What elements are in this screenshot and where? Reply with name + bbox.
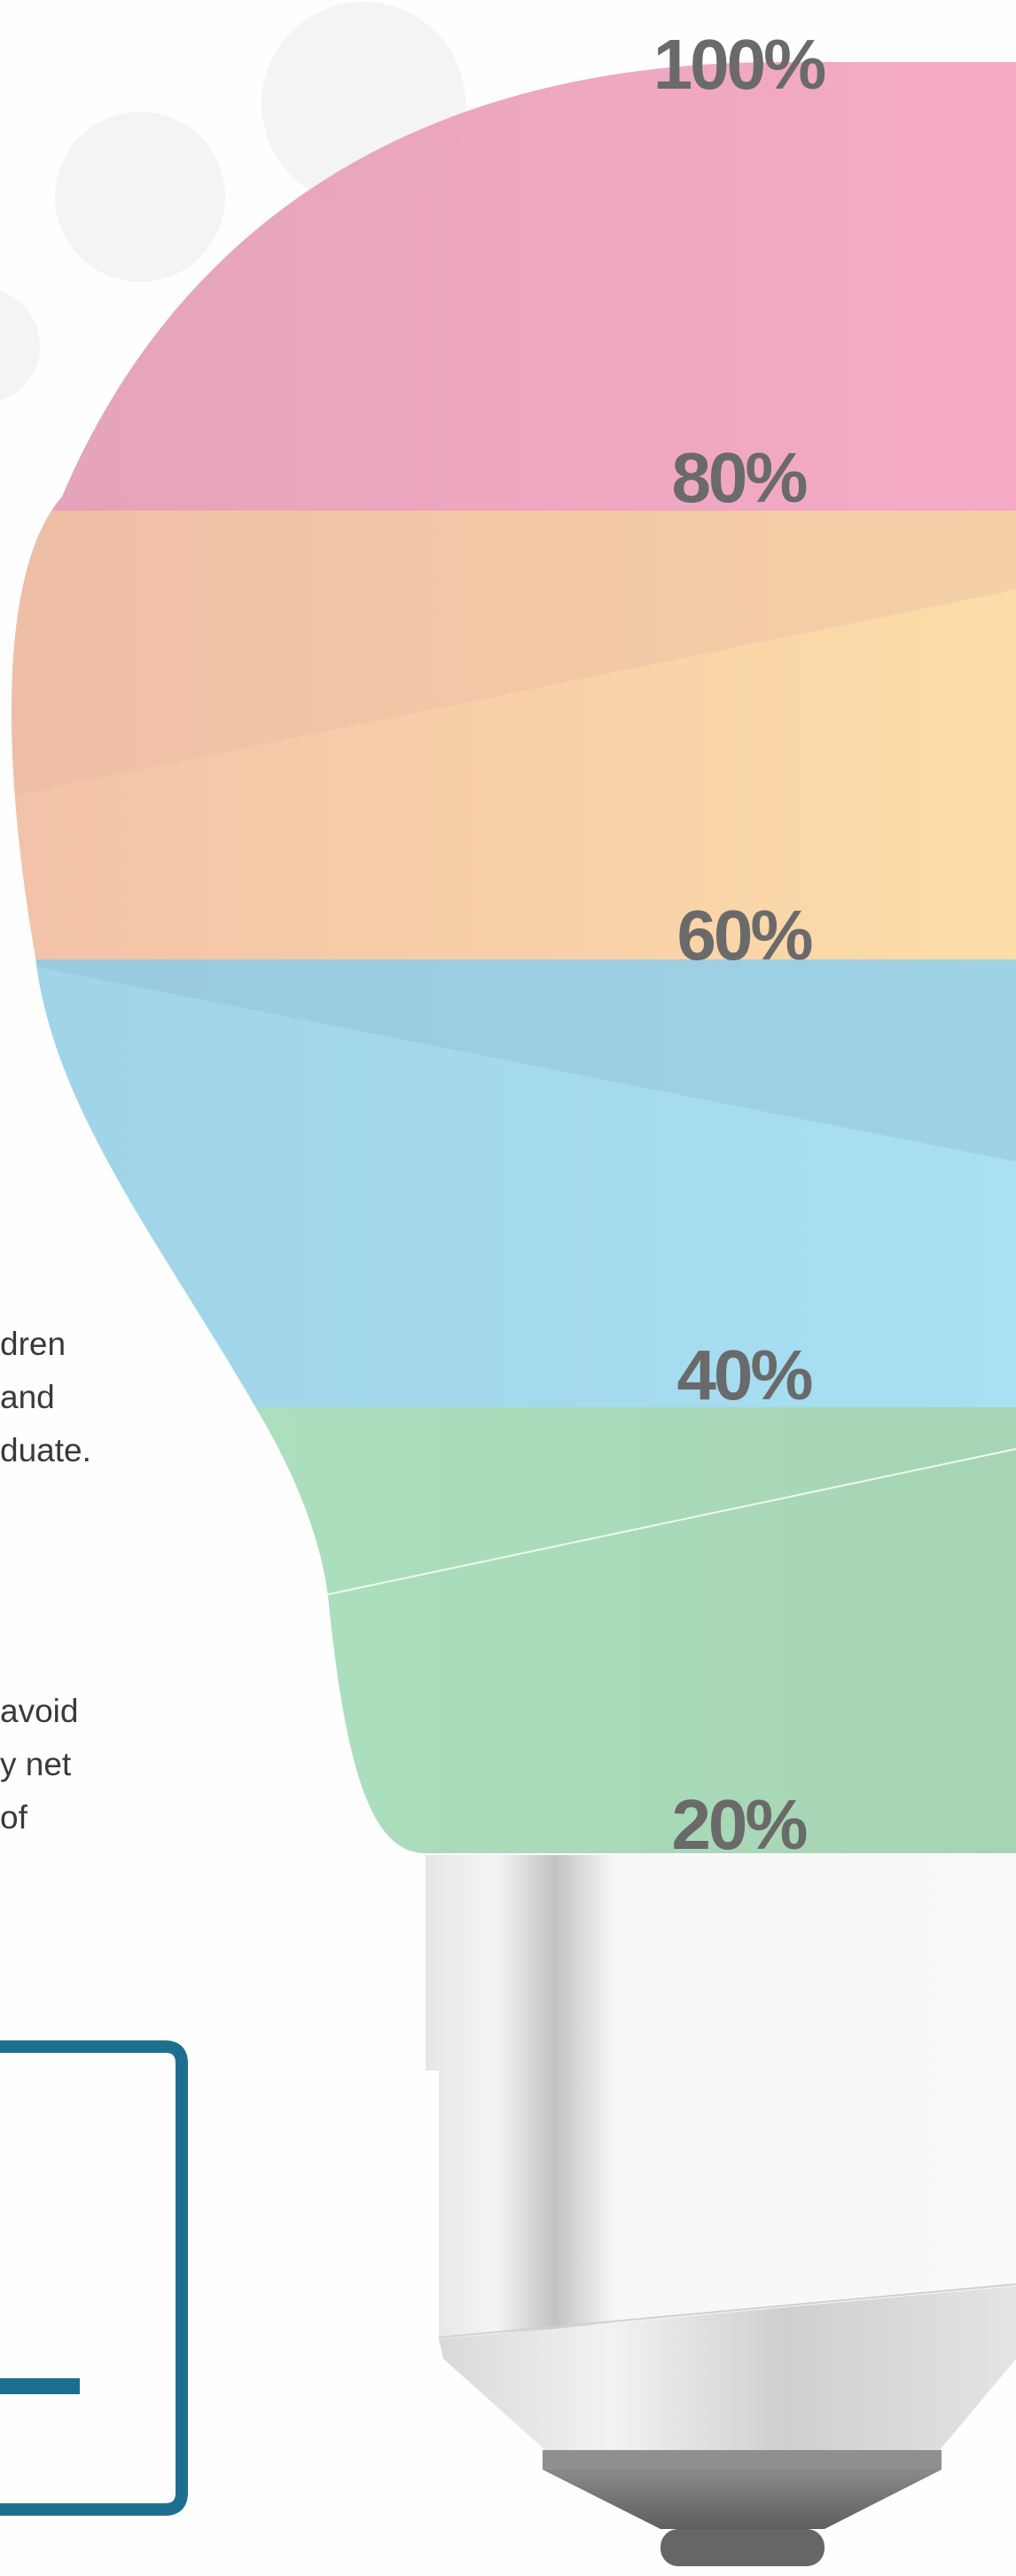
text-fragment: y net of bbox=[0, 1746, 72, 1836]
bulb-glass bbox=[11, 62, 1016, 1853]
scale-label-100: 100% bbox=[653, 25, 825, 104]
scale-label-80: 80% bbox=[671, 438, 807, 517]
side-panel-border bbox=[0, 2040, 188, 2516]
bulb-base-cap bbox=[439, 2286, 1016, 2450]
bulb-contact-ring bbox=[543, 2450, 942, 2470]
scale-label-40: 40% bbox=[676, 1335, 812, 1414]
text-fragment: dren bbox=[0, 1326, 66, 1362]
scale-label-20: 20% bbox=[671, 1785, 807, 1864]
scale-label-60: 60% bbox=[676, 896, 812, 975]
band-40-20-highlight bbox=[327, 1448, 1016, 1595]
band-80-60 bbox=[11, 511, 1016, 959]
bulb-contact-foot bbox=[660, 2529, 825, 2566]
text-fragment: avoid bbox=[0, 1693, 79, 1729]
band-60-40-shade bbox=[11, 959, 1016, 1162]
background-circle bbox=[55, 112, 225, 282]
bulb-base-collar bbox=[426, 1855, 1016, 2341]
side-panel-frame bbox=[0, 2040, 188, 2516]
scale-labels: 100% 80% 60% 40% 20% bbox=[653, 25, 828, 1864]
band-80-60-shade bbox=[11, 511, 1016, 798]
bulb-base bbox=[426, 1855, 1016, 2566]
background-circle bbox=[0, 291, 40, 401]
band-40-20 bbox=[11, 1407, 1016, 1853]
text-fragment: and bbox=[0, 1379, 55, 1415]
bulb-base-seam bbox=[438, 2283, 1016, 2338]
bulb-contact-tip bbox=[543, 2470, 942, 2529]
background-circles bbox=[0, 2, 465, 401]
text-fragment: duate. bbox=[0, 1432, 91, 1468]
side-panel-accent-bar bbox=[0, 2378, 80, 2394]
